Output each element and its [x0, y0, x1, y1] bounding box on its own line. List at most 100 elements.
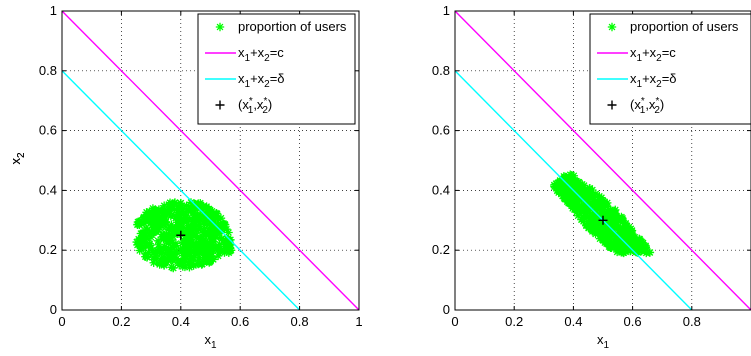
data-point-star	[167, 220, 176, 229]
x-tick-label: 0	[451, 314, 458, 329]
data-point-star	[574, 177, 583, 187]
data-point-star	[172, 205, 181, 214]
data-point-star	[173, 208, 182, 217]
legend-plus-icon	[215, 100, 225, 110]
data-point-star	[590, 205, 600, 214]
data-point-star	[179, 235, 189, 245]
legend-label-users: proportion of users	[238, 19, 347, 34]
data-point-star	[154, 240, 163, 249]
data-point-star	[203, 228, 212, 238]
data-point-star	[149, 219, 159, 229]
data-point-star	[152, 254, 161, 263]
legend-label-optimum: (x* 1,x* 2)	[238, 96, 272, 116]
data-point-star	[607, 228, 616, 238]
y-tick-label: 0.2	[432, 242, 450, 257]
legend-label-optimum: (x* 1,x* 2)	[630, 96, 664, 116]
data-point-star	[157, 212, 166, 221]
data-point-star	[209, 209, 219, 218]
data-point-star	[138, 243, 148, 252]
data-point-star	[580, 192, 589, 201]
data-point-star	[596, 196, 605, 205]
data-point-star	[150, 255, 159, 264]
line-c	[455, 11, 751, 310]
data-point-star	[595, 199, 604, 208]
data-point-star	[559, 172, 569, 181]
data-point-star	[564, 174, 573, 183]
data-point-star	[196, 247, 206, 256]
data-point-star	[566, 184, 575, 194]
data-point-star	[189, 201, 199, 210]
data-point-star	[554, 188, 563, 197]
data-point-star	[588, 227, 597, 236]
data-point-star	[605, 242, 615, 251]
data-point-star	[208, 232, 217, 242]
data-point-star	[155, 223, 165, 233]
data-point-star	[159, 201, 169, 210]
data-point-star	[182, 217, 191, 227]
data-point-star	[217, 234, 226, 243]
y-axis-label: x2	[8, 152, 27, 165]
data-point-star	[183, 214, 192, 223]
data-point-star	[195, 240, 204, 250]
data-point-star	[622, 221, 632, 231]
data-point-star	[150, 205, 159, 215]
data-point-star	[189, 261, 198, 270]
data-point-star	[579, 201, 588, 211]
users-cluster	[550, 170, 655, 258]
data-point-star	[204, 231, 213, 240]
data-point-star	[635, 243, 644, 252]
data-point-star	[135, 246, 144, 255]
x-tick-label: 0.6	[624, 314, 642, 329]
data-point-star	[637, 246, 646, 256]
x-tick-label: 1	[355, 314, 362, 329]
x-tick-label: 0.2	[505, 314, 523, 329]
data-point-star	[171, 213, 180, 223]
data-point-star	[174, 202, 183, 211]
data-point-star	[618, 223, 627, 232]
data-point-star	[164, 248, 173, 258]
data-point-star	[571, 199, 580, 208]
line-delta	[455, 70, 693, 310]
data-point-star	[621, 219, 630, 228]
data-point-star	[198, 250, 207, 259]
data-point-star	[189, 253, 199, 263]
data-point-star	[220, 220, 230, 229]
data-point-star	[194, 259, 203, 269]
data-point-star	[617, 242, 626, 251]
data-point-star	[164, 225, 173, 234]
chart-panel-1: 0 0.2 0.4 0.6 0.8 1 0 0.2 0.4 0.6 0.8 1 x1 x2 proporti…	[8, 3, 363, 351]
data-point-star	[592, 211, 602, 220]
data-point-star	[167, 238, 177, 247]
data-point-star	[195, 209, 205, 219]
data-point-star	[597, 213, 606, 223]
data-point-star	[590, 194, 599, 204]
data-point-star	[195, 219, 204, 229]
data-point-star	[595, 204, 604, 214]
optimum-marker	[598, 215, 608, 225]
data-point-star	[213, 251, 223, 261]
legend-label-delta: x1+x2=δ	[238, 71, 285, 90]
data-point-star	[572, 208, 582, 217]
legend-label-c: x1+x2=c	[630, 45, 676, 64]
data-point-star	[606, 231, 615, 240]
data-point-star	[641, 241, 650, 251]
data-point-star	[182, 226, 191, 235]
legend-label-c: x1+x2=c	[238, 45, 284, 64]
data-point-star	[147, 220, 156, 230]
data-point-star	[207, 246, 216, 256]
legend-star-icon	[607, 22, 617, 32]
data-point-star	[166, 211, 175, 221]
data-point-star	[610, 206, 619, 216]
data-point-star	[175, 218, 184, 228]
x-tick-label: 0.2	[112, 314, 130, 329]
data-point-star	[624, 239, 634, 249]
data-point-star	[170, 254, 179, 263]
data-point-star	[167, 263, 176, 272]
x-tick-label: 0	[58, 314, 65, 329]
data-point-star	[178, 244, 187, 254]
data-point-star	[585, 208, 594, 217]
data-point-star	[584, 204, 593, 213]
data-point-star	[169, 241, 178, 250]
data-point-star	[562, 183, 571, 192]
data-point-star	[213, 221, 223, 231]
